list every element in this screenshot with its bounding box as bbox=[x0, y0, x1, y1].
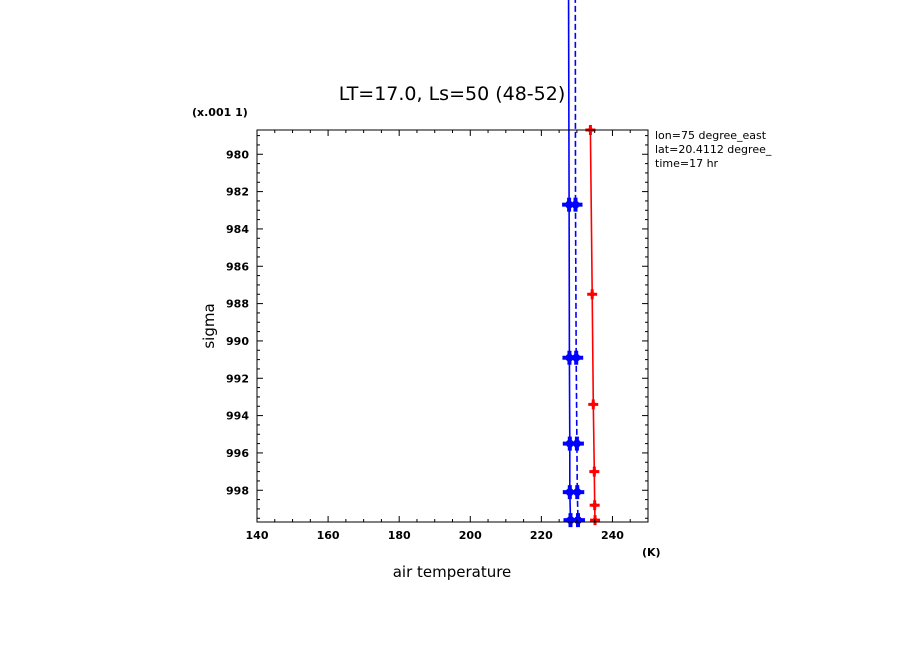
y-axis-label: sigma bbox=[200, 303, 218, 348]
y-tick-label: 984 bbox=[226, 223, 249, 236]
series-line-3 bbox=[589, 129, 596, 521]
y-tick-label: 980 bbox=[226, 148, 249, 161]
x-tick-label: 160 bbox=[317, 529, 340, 542]
series-3-marker bbox=[588, 399, 599, 410]
y-tick-label: 990 bbox=[226, 335, 249, 348]
series-2-marker bbox=[568, 197, 583, 212]
series-layer bbox=[562, 0, 601, 528]
annotation-time: time=17 hr bbox=[655, 157, 719, 170]
x-tick-label: 240 bbox=[601, 529, 624, 542]
y-tick-label: 992 bbox=[226, 372, 249, 385]
x-tick-label: 220 bbox=[530, 529, 553, 542]
series-2-marker bbox=[569, 436, 584, 451]
series-3-marker bbox=[587, 289, 598, 300]
y-tick-label: 994 bbox=[226, 410, 249, 423]
y-tick-label: 998 bbox=[226, 484, 249, 497]
y-tick-label: 988 bbox=[226, 298, 249, 311]
chart-title: LT=17.0, Ls=50 (48-52) bbox=[339, 83, 566, 105]
x-axis-label: air temperature bbox=[393, 563, 512, 581]
y-tick-label: 986 bbox=[226, 260, 249, 273]
y-tick-label: 996 bbox=[226, 447, 249, 460]
x-tick-label: 140 bbox=[246, 529, 269, 542]
plot-frame bbox=[256, 129, 649, 523]
series-2-marker bbox=[570, 485, 585, 500]
series-3-marker bbox=[589, 466, 600, 477]
series-2-marker bbox=[569, 350, 584, 365]
tick-layer: 140 160 180 200 220 240 980 982 984 986 988 990 992 9… bbox=[226, 130, 649, 542]
x-tick-label: 200 bbox=[459, 529, 482, 542]
series-3-marker bbox=[589, 500, 600, 511]
y-scale-note: (x.001 1) bbox=[192, 106, 248, 119]
annotation-lon: lon=75 degree_east bbox=[655, 129, 767, 142]
annotation-lat: lat=20.4112 degree_ bbox=[655, 143, 772, 156]
series-2-marker bbox=[570, 513, 585, 528]
y-tick-label: 982 bbox=[226, 186, 249, 199]
x-unit-label: (K) bbox=[642, 546, 661, 559]
x-tick-label: 180 bbox=[388, 529, 411, 542]
